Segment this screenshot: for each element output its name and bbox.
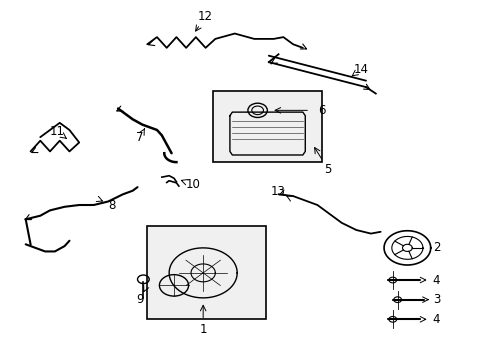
Text: 11: 11 <box>50 125 65 138</box>
Bar <box>212 91 322 162</box>
Text: 6: 6 <box>318 104 325 117</box>
Text: 3: 3 <box>432 293 439 306</box>
Text: 4: 4 <box>432 274 439 287</box>
Text: 13: 13 <box>270 185 285 198</box>
Text: 7: 7 <box>136 131 143 144</box>
Text: 12: 12 <box>198 10 213 23</box>
Text: 8: 8 <box>108 198 116 212</box>
Text: 2: 2 <box>432 241 439 255</box>
Text: 9: 9 <box>136 293 143 306</box>
Text: 4: 4 <box>432 313 439 326</box>
Text: 1: 1 <box>199 323 206 336</box>
Text: 14: 14 <box>353 63 368 76</box>
Bar <box>147 226 266 319</box>
Text: 5: 5 <box>324 163 331 176</box>
Text: 10: 10 <box>185 178 201 191</box>
